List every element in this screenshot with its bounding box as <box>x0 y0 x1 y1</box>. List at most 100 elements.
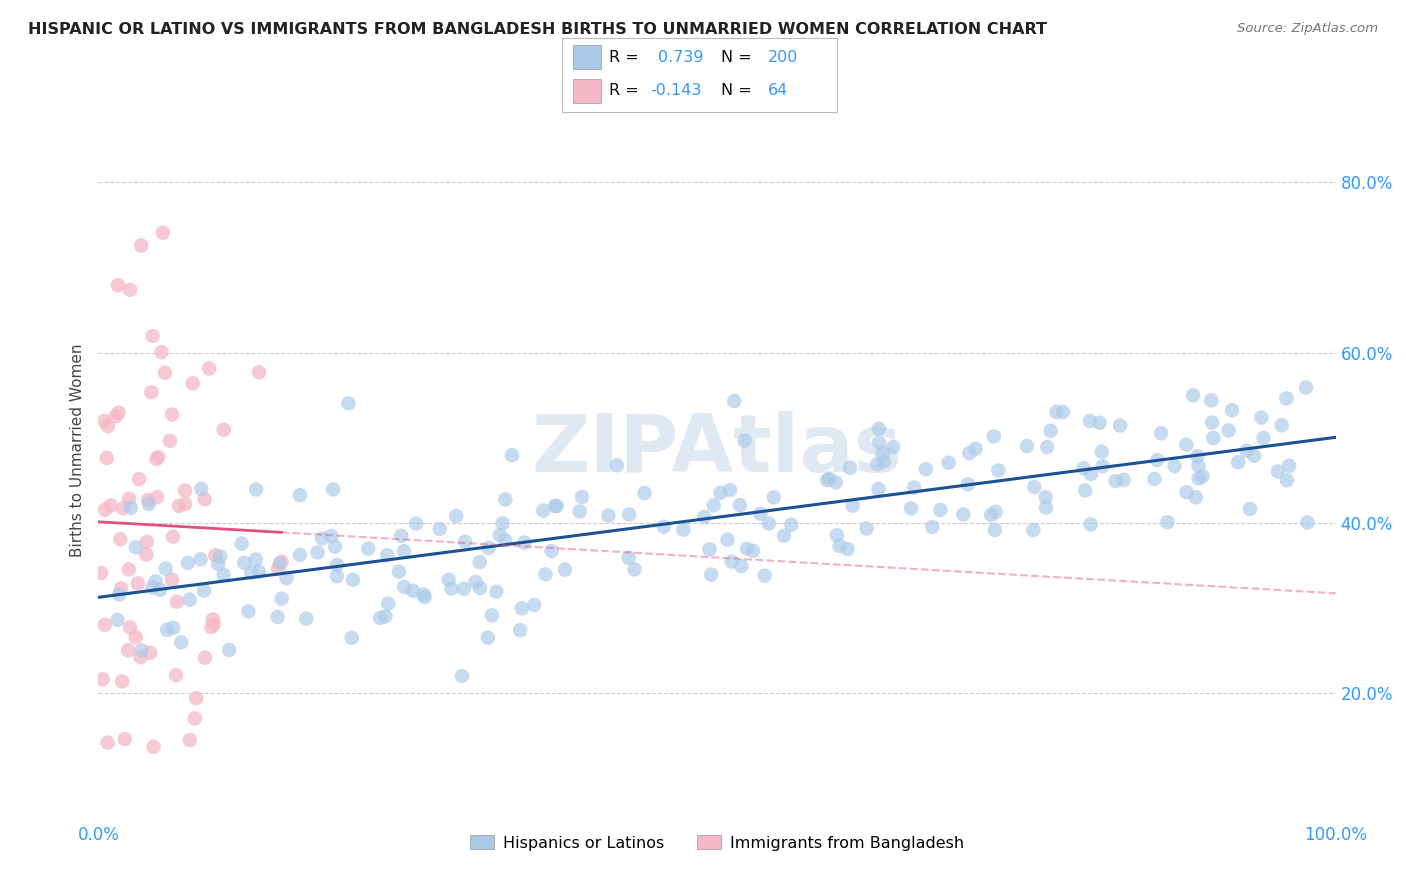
Point <box>94 502 117 516</box>
Point <box>1271 418 1294 433</box>
Point <box>1150 426 1173 441</box>
Point <box>184 711 207 725</box>
Point <box>198 361 221 376</box>
Point <box>1073 461 1095 475</box>
Point <box>153 366 176 380</box>
Point <box>136 493 159 508</box>
Point <box>389 529 412 543</box>
Point <box>1182 388 1205 402</box>
Point <box>131 238 153 252</box>
Point <box>194 650 217 665</box>
Point <box>1175 438 1198 452</box>
Text: 0.739: 0.739 <box>658 50 704 64</box>
Point <box>1278 458 1301 473</box>
Point <box>156 623 179 637</box>
Point <box>749 507 772 521</box>
Point <box>193 583 215 598</box>
Point <box>451 669 474 683</box>
Point <box>481 608 503 623</box>
Point <box>468 581 491 595</box>
Point <box>606 458 628 473</box>
Point <box>965 442 987 456</box>
Point <box>1080 517 1102 532</box>
Point <box>754 568 776 582</box>
Point <box>112 501 135 516</box>
Point <box>454 534 477 549</box>
Point <box>179 592 201 607</box>
Point <box>202 617 225 632</box>
Point <box>825 528 848 542</box>
Point <box>231 536 253 550</box>
Point <box>160 408 183 422</box>
Point <box>118 283 141 297</box>
Point <box>233 556 256 570</box>
Point <box>900 501 922 516</box>
Point <box>311 532 333 546</box>
Point <box>1199 393 1222 408</box>
Point <box>218 643 240 657</box>
Point <box>828 539 851 553</box>
Point <box>1275 473 1298 487</box>
Point <box>368 611 391 625</box>
Point <box>1045 405 1067 419</box>
Point <box>100 499 122 513</box>
Point <box>174 497 197 511</box>
Point <box>238 604 260 618</box>
Point <box>322 483 344 497</box>
Point <box>149 582 172 597</box>
Point <box>1188 471 1211 485</box>
Point <box>984 505 1007 519</box>
Point <box>1253 431 1275 445</box>
Point <box>94 617 117 632</box>
Point <box>155 561 177 575</box>
Point <box>903 481 925 495</box>
Point <box>815 473 838 487</box>
Point <box>440 582 463 596</box>
Point <box>780 517 803 532</box>
Point <box>742 544 765 558</box>
Point <box>270 591 292 606</box>
Text: R =: R = <box>609 83 644 98</box>
Point <box>145 452 167 467</box>
Point <box>1091 444 1114 458</box>
Point <box>110 533 132 547</box>
Point <box>1184 490 1206 504</box>
Point <box>110 582 132 596</box>
Point <box>957 446 980 460</box>
Point <box>1156 515 1178 529</box>
Point <box>139 646 162 660</box>
Point <box>1146 453 1168 467</box>
Point <box>90 566 112 581</box>
Point <box>93 414 115 428</box>
Point <box>326 558 349 572</box>
Point <box>245 552 267 566</box>
Point <box>326 569 349 583</box>
Point <box>177 556 200 570</box>
Point <box>1024 480 1046 494</box>
Point <box>1227 455 1250 469</box>
Point <box>873 454 896 468</box>
Point <box>838 460 860 475</box>
Point <box>1080 467 1102 481</box>
Point <box>983 523 1005 537</box>
Point <box>1143 472 1166 486</box>
Text: -0.143: -0.143 <box>650 83 702 98</box>
Point <box>97 419 120 434</box>
Text: Source: ZipAtlas.com: Source: ZipAtlas.com <box>1237 22 1378 36</box>
Point <box>437 573 460 587</box>
Point <box>1267 464 1289 478</box>
Point <box>718 483 741 497</box>
Point <box>730 559 752 574</box>
Point <box>513 535 536 549</box>
Point <box>194 492 217 507</box>
Point <box>1074 483 1097 498</box>
Point <box>288 548 311 562</box>
Point <box>394 580 416 594</box>
Point <box>623 562 645 576</box>
Point <box>125 631 148 645</box>
Point <box>135 548 157 562</box>
Point <box>209 549 232 564</box>
Point <box>540 544 562 558</box>
Point <box>107 278 129 293</box>
Point <box>1218 424 1240 438</box>
